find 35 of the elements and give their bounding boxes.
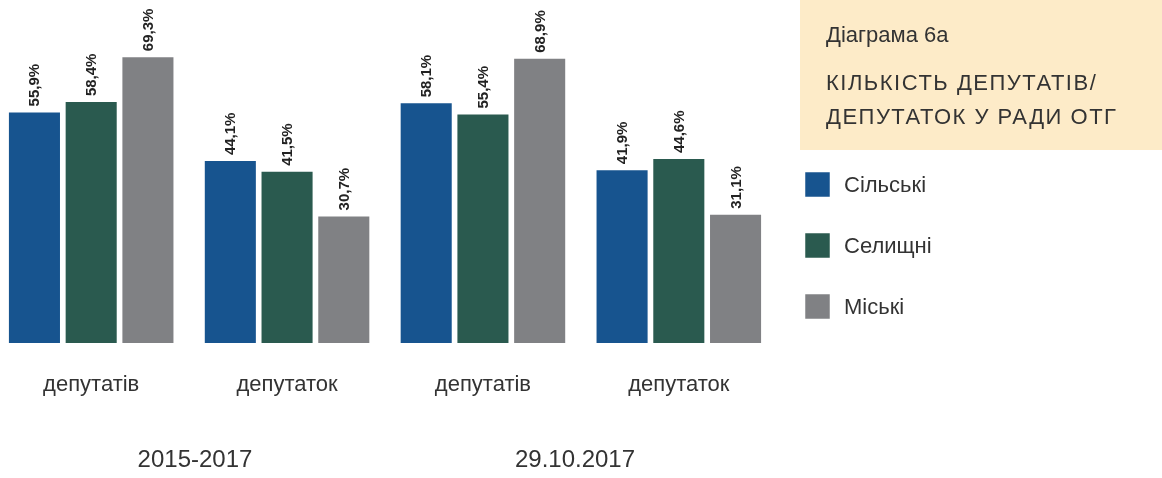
data-label: 41,5% — [278, 123, 296, 166]
data-label: 30,7% — [334, 167, 352, 211]
data-label: 55,4% — [473, 65, 491, 109]
x-tick-label: депутатів — [434, 370, 532, 396]
x-tick-label: депутаток — [628, 370, 730, 396]
bar — [261, 171, 313, 343]
bar — [318, 216, 370, 343]
bar — [596, 170, 648, 343]
x-tick-label: депутатів — [43, 370, 140, 396]
bar — [122, 57, 174, 343]
bar — [65, 102, 117, 343]
bar — [710, 214, 762, 343]
data-label: 44,6% — [669, 110, 687, 154]
legend-label: Селищні — [844, 232, 932, 258]
text: КІЛЬКІСТЬ ДЕПУТАТІВ/ ДЕПУТАТОК У РАДИ ОТГ — [826, 69, 1119, 131]
bar — [204, 161, 256, 343]
bar — [400, 103, 452, 343]
data-label: 55,9% — [25, 63, 43, 107]
data-label: 31,1% — [726, 166, 744, 209]
data-label: 69,3% — [138, 8, 156, 52]
data-label: 44,1% — [221, 112, 239, 156]
bar — [8, 112, 60, 343]
data-label: 58,4% — [82, 53, 100, 97]
legend-label: Міські — [844, 293, 905, 319]
bar — [457, 114, 509, 343]
data-label: 68,9% — [530, 10, 548, 53]
text: 29.10.2017 — [514, 445, 636, 473]
text: 2015-2017 — [137, 445, 253, 473]
legend-label: Сільські — [844, 171, 927, 197]
data-label: 58,1% — [417, 54, 435, 98]
x-tick-label: депутаток — [236, 370, 339, 396]
bar — [514, 58, 566, 343]
text: Діаграма 6а — [826, 22, 950, 48]
data-label: 41,9% — [613, 121, 631, 165]
bar — [653, 159, 705, 343]
